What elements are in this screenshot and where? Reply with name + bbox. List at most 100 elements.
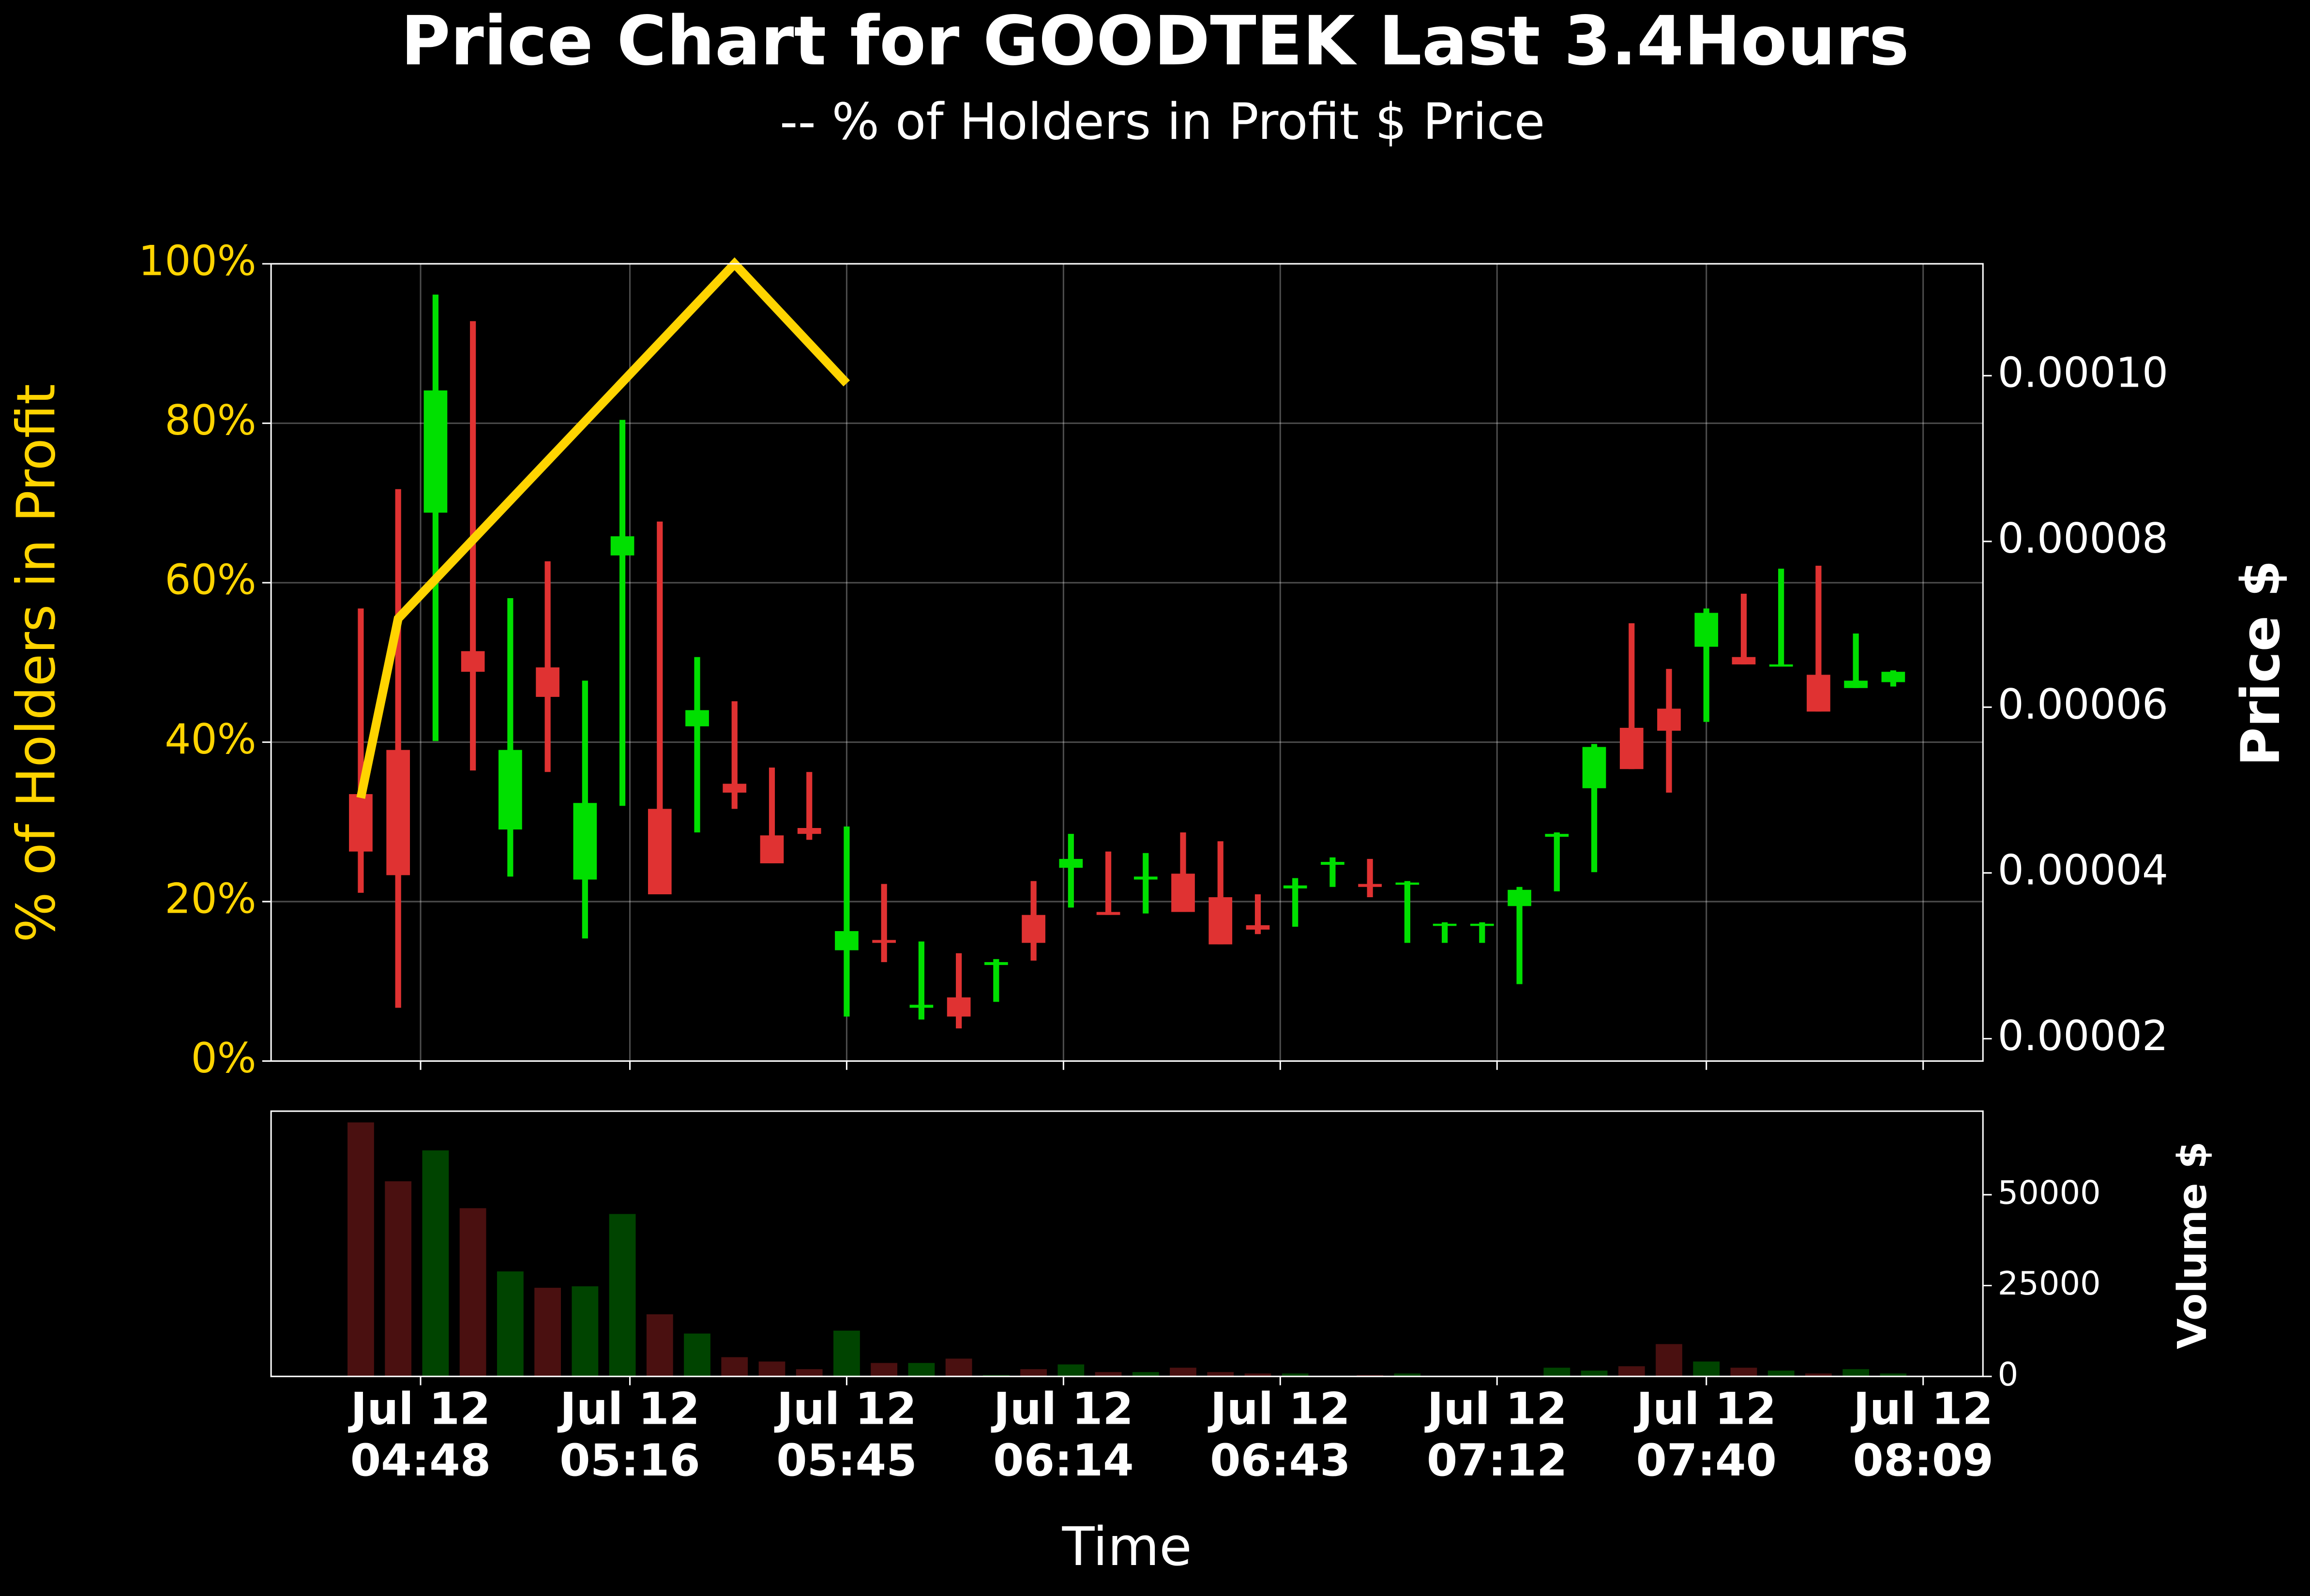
y2-tick-label: 0.00002 (1998, 1012, 2168, 1060)
volume-tick-label: 50000 (1998, 1174, 2101, 1211)
candle-body (1508, 889, 1531, 906)
y2-tick-label: 0.00008 (1998, 515, 2168, 563)
volume-bar (1581, 1370, 1608, 1377)
candle-body (386, 750, 410, 875)
x-tick-label: Jul 12 05:45 (774, 1383, 917, 1486)
volume-bar (497, 1271, 524, 1377)
volume-bar (1244, 1373, 1271, 1377)
y-tick-label: 100% (138, 238, 257, 286)
candle-body (947, 997, 971, 1017)
x-tick-label: Jul 12 06:43 (1208, 1383, 1351, 1486)
volume-bar (1057, 1364, 1085, 1377)
candle-body (498, 750, 522, 830)
candle-body (760, 835, 784, 863)
y2-tick-label: 0.00010 (1998, 349, 2168, 397)
volume-bar (1880, 1373, 1907, 1377)
x-tick-label: Jul 12 04:48 (347, 1383, 491, 1486)
volume-bar (572, 1286, 599, 1377)
volume-bar (1693, 1361, 1720, 1377)
volume-bar (833, 1330, 860, 1377)
candle-body (1321, 862, 1344, 865)
candle-body (1133, 876, 1158, 880)
plot-frame (270, 263, 1984, 1062)
y-tick-label: 20% (165, 875, 256, 923)
volume-bar (796, 1369, 823, 1377)
volume-bar (534, 1288, 561, 1377)
candle-body (1657, 708, 1681, 731)
volume-bar (684, 1333, 710, 1377)
candle-body (797, 828, 821, 834)
volume-bar (1095, 1372, 1122, 1377)
candle-body (872, 940, 896, 943)
candle-body (573, 803, 597, 880)
volume-bar (385, 1181, 412, 1377)
y-tick-label: 80% (165, 397, 256, 445)
volume-bar (1282, 1373, 1309, 1377)
volume-bar (1020, 1369, 1047, 1377)
volume-bar (1767, 1370, 1795, 1377)
x-tick-label: Jul 12 05:16 (557, 1383, 700, 1486)
candle-body (1694, 613, 1719, 647)
y-tick-label: 60% (165, 557, 256, 604)
x-tick-label: Jul 12 08:09 (1850, 1383, 1993, 1486)
candle-body (461, 651, 485, 672)
candle-body (984, 962, 1008, 965)
volume-bar (871, 1363, 898, 1377)
volume-bar (646, 1314, 673, 1377)
candle-body (1358, 884, 1382, 887)
y2-tick-label: 0.00004 (1998, 846, 2168, 894)
chart-title: Price Chart for GOODTEK Last 3.4Hours (401, 2, 1909, 81)
volume-bar (758, 1361, 785, 1377)
volume-bar (1132, 1372, 1159, 1377)
volume-bar (721, 1357, 748, 1377)
candle-body (1096, 912, 1120, 915)
volume-bar (347, 1122, 374, 1377)
candle-body (1582, 747, 1606, 788)
y2-tick-label: 0.00006 (1998, 681, 2168, 729)
volume-frame (270, 1110, 1984, 1377)
y-tick-label: 0% (191, 1035, 256, 1083)
volume-bar (1842, 1369, 1870, 1377)
candle-body (423, 390, 448, 513)
candle-body (909, 1005, 934, 1008)
candle-body (536, 667, 559, 697)
volume-tick-label: 0 (1998, 1355, 2019, 1393)
candle-body (1881, 672, 1905, 682)
candle-body (1470, 923, 1494, 926)
volume-bar (609, 1214, 636, 1377)
candle-body (1844, 680, 1868, 688)
x-axis-label: Time (1062, 1516, 1192, 1578)
volume-bar (945, 1358, 972, 1377)
candle-body (1059, 858, 1083, 868)
candle-body (648, 809, 672, 895)
x-tick-label: Jul 12 07:12 (1424, 1383, 1568, 1486)
y2-axis-label: Price $ (2230, 560, 2292, 766)
candle-body (1545, 834, 1569, 837)
candle-body (1208, 897, 1233, 945)
y-tick-label: 40% (165, 716, 256, 764)
volume-bar (1618, 1366, 1645, 1377)
candle-body (1769, 664, 1793, 667)
x-tick-label: Jul 12 07:40 (1633, 1383, 1777, 1486)
candle-body (723, 783, 747, 793)
y-axis-label: % of Holders in Profit (5, 384, 67, 942)
candle-body (835, 931, 859, 950)
volume-bar (1394, 1373, 1421, 1377)
x-tick-label: Jul 12 06:14 (991, 1383, 1134, 1486)
volume-bar (1656, 1344, 1682, 1377)
candle-body (1246, 925, 1270, 930)
volume-bar (1805, 1373, 1832, 1377)
candle-body (1395, 882, 1419, 885)
candle-body (1433, 923, 1457, 926)
volume-tick-label: 25000 (1998, 1265, 2101, 1302)
candle-body (610, 536, 634, 556)
candle-body (1171, 873, 1195, 912)
chart-subtitle: -- % of Holders in Profit $ Price (780, 93, 1545, 151)
candle-body (685, 710, 709, 726)
volume-bar (1170, 1368, 1196, 1377)
volume-axis-label: Volume $ (2170, 1141, 2216, 1349)
volume-bar (1207, 1372, 1234, 1377)
candle-body (1619, 727, 1644, 769)
